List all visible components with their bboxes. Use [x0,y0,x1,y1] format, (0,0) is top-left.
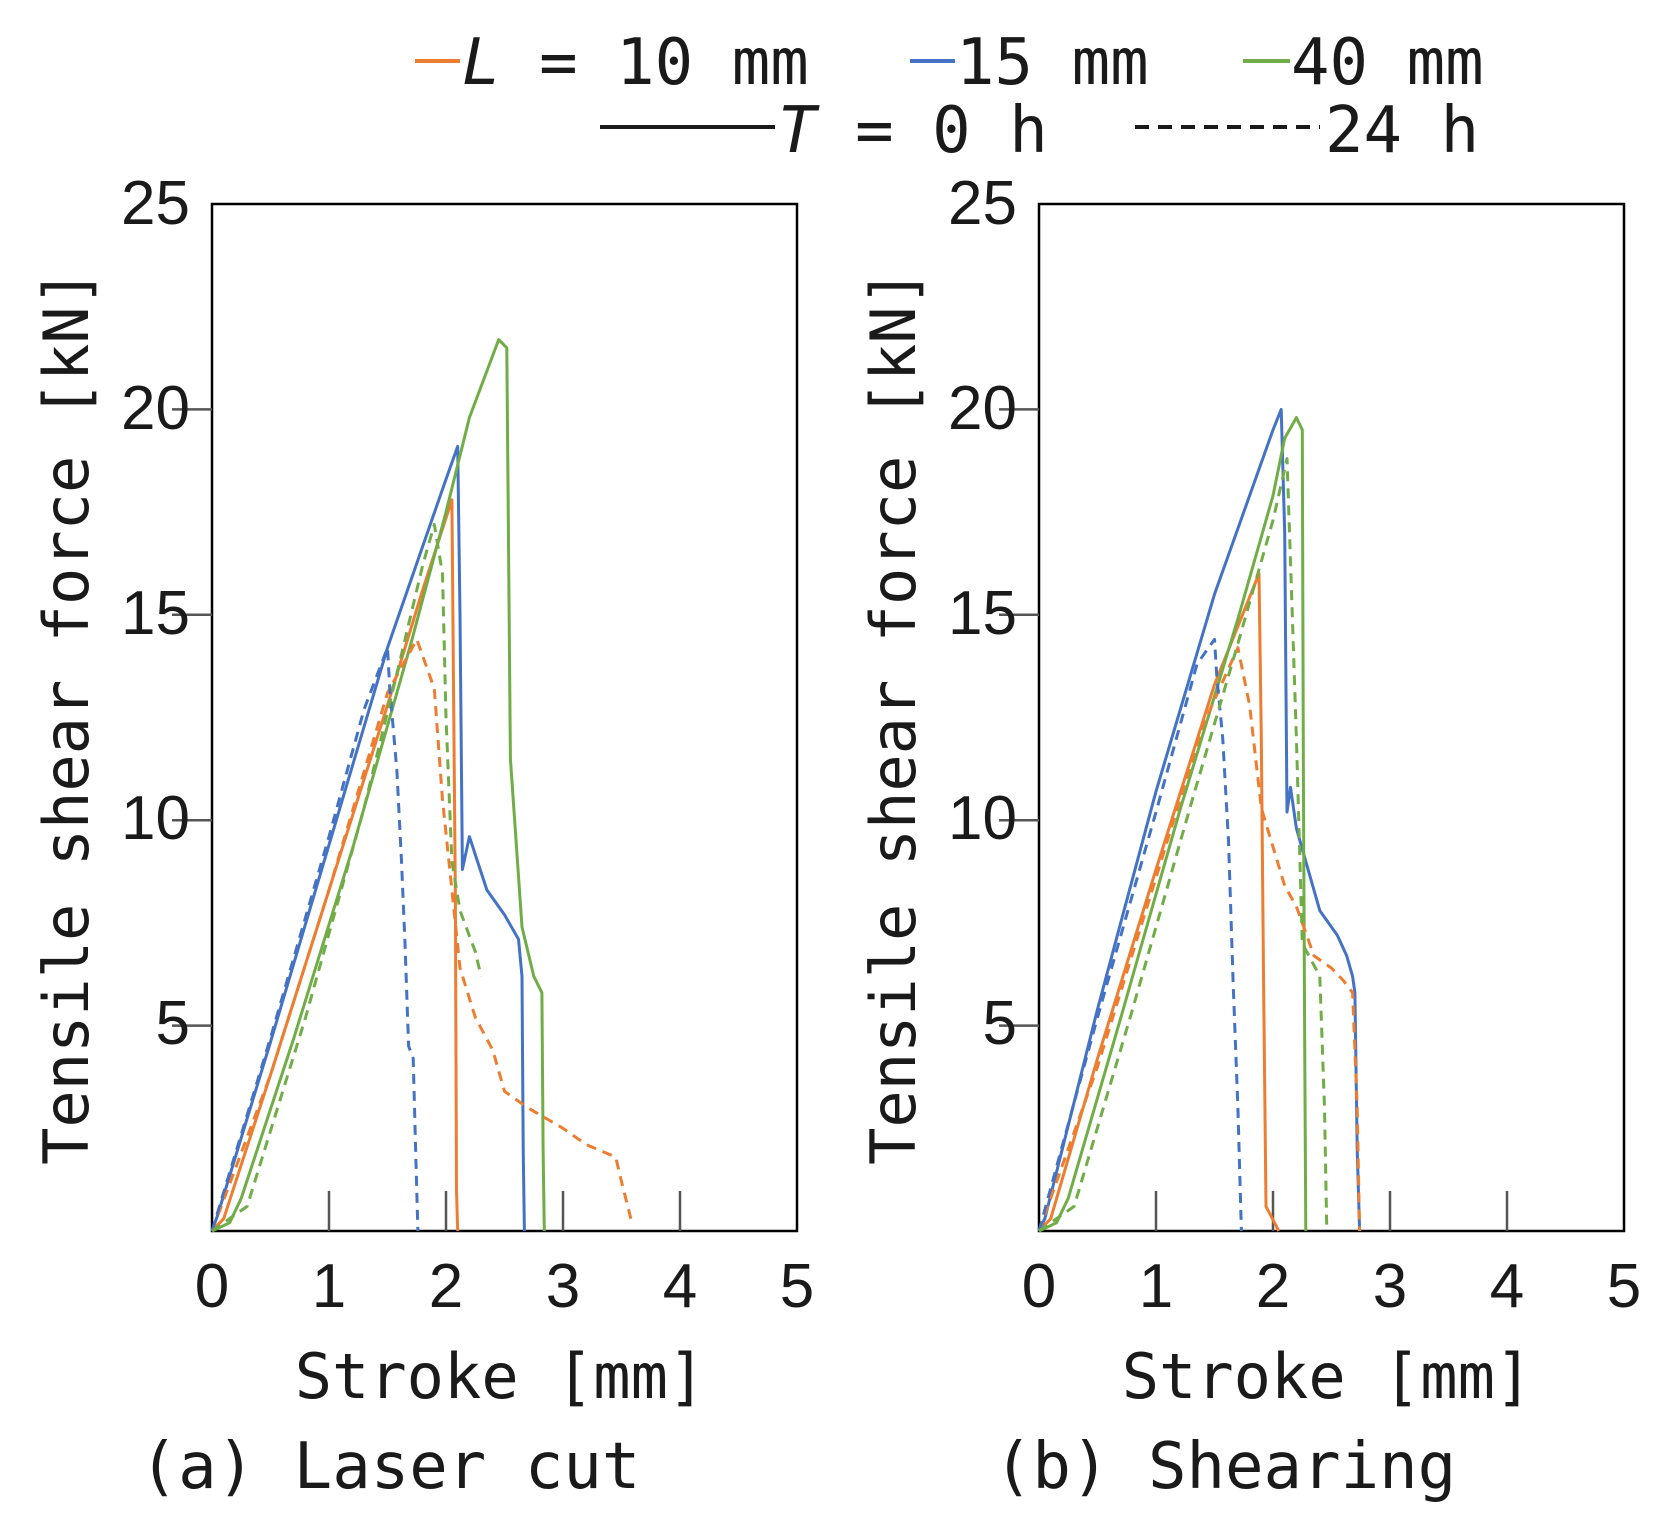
series-l10-0h-line [1037,572,1281,1233]
legend-text-l10: = 10 mm [501,26,809,100]
legend-var-t: T [778,94,820,168]
x-tick-label-5: 5 [780,1252,814,1321]
series-l15-24h-line [210,646,420,1232]
legend-label-t0: T = 0 h [778,94,1048,168]
x-axis-title: Stroke [mm] [1122,1340,1533,1413]
legend-label-l15: 15 mm [956,26,1149,100]
x-tick-label-5: 5 [1607,1252,1641,1321]
panel-caption: (a) Laser cut [140,1430,641,1504]
y-tick-label-25: 25 [948,169,1017,238]
series-l10-24h-line [210,637,633,1232]
legend-label-t24: 24 h [1325,94,1479,168]
y-axis-title: Tensile shear force [kN] [857,269,930,1165]
x-tick-label-0: 0 [1022,1252,1056,1321]
series-l10-0h-line [210,498,460,1233]
panel-caption: (b) Shearing [994,1430,1456,1504]
legend-row-length: L = 10 mm 15 mm 40 mm [415,26,1484,100]
legend: L = 10 mm 15 mm 40 mm T = 0 h 24 h [415,26,1484,168]
series-l40-0h-line [211,338,546,1233]
x-tick-label-0: 0 [195,1252,229,1321]
tick-marks [172,408,682,1231]
series-l40-0h-line [1038,416,1308,1233]
legend-text-t0: = 0 h [817,94,1048,168]
tick-marks [999,408,1509,1231]
y-tick-label-5: 5 [983,989,1017,1058]
series-l15-24h-line [1037,637,1243,1232]
curves [210,338,633,1233]
x-tick-label-3: 3 [546,1252,580,1321]
series-l10-24h-line [1037,646,1362,1232]
x-axis-title: Stroke [mm] [295,1340,706,1413]
y-tick-label-5: 5 [156,989,190,1058]
legend-row-time: T = 0 h 24 h [600,94,1479,168]
y-tick-label-15: 15 [948,579,1017,648]
panel-shearing: 0 1 2 3 4 5 5 10 15 20 25 Stroke [mm] Te… [857,169,1641,1504]
series-l15-0h-line [1037,407,1362,1232]
x-tick-label-2: 2 [429,1252,463,1321]
y-tick-label-20: 20 [121,374,190,443]
x-tick-label-3: 3 [1373,1252,1407,1321]
panel-laser-cut: 0 1 2 3 4 5 5 10 15 20 25 Stroke [mm] Te… [30,169,814,1504]
y-tick-label-15: 15 [121,579,190,648]
series-l40-24h-line [211,522,483,1233]
series-l40-24h-line [1038,457,1329,1233]
x-tick-label-2: 2 [1256,1252,1290,1321]
tick-labels: 0 1 2 3 4 5 5 10 15 20 25 [948,169,1641,1321]
legend-label-l10: L = 10 mm [462,26,809,100]
x-tick-label-4: 4 [1490,1252,1524,1321]
series-l15-0h-line [210,444,526,1232]
y-tick-label-10: 10 [948,784,1017,853]
y-tick-label-10: 10 [121,784,190,853]
y-tick-label-20: 20 [948,374,1017,443]
x-tick-label-1: 1 [1139,1252,1173,1321]
curves [1037,407,1362,1233]
x-tick-label-4: 4 [663,1252,697,1321]
plot-frame [1037,202,1626,1233]
legend-label-l40: 40 mm [1291,26,1484,100]
tick-labels: 0 1 2 3 4 5 5 10 15 20 25 [121,169,814,1321]
x-tick-label-1: 1 [312,1252,346,1321]
y-tick-label-25: 25 [121,169,190,238]
plot-frame [210,202,799,1233]
y-axis-title: Tensile shear force [kN] [30,269,103,1165]
legend-var-l: L [462,26,501,100]
